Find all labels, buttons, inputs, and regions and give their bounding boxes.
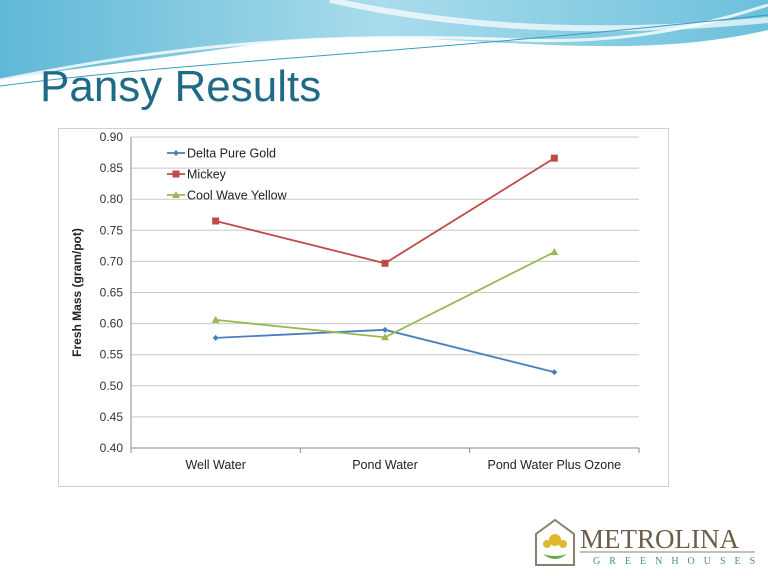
y-tick-label: 0.40 [100, 441, 124, 455]
legend-label: Cool Wave Yellow [187, 189, 288, 203]
y-tick-label: 0.90 [100, 130, 124, 144]
y-tick-label: 0.50 [100, 379, 124, 393]
y-tick-label: 0.80 [100, 192, 124, 206]
data-point [551, 369, 558, 376]
x-tick-label: Pond Water Plus Ozone [488, 458, 622, 472]
legend-marker [172, 170, 180, 178]
legend-marker [172, 191, 180, 198]
legend-label: Mickey [187, 168, 227, 182]
y-tick-label: 0.45 [100, 410, 124, 424]
line-chart: 0.40 0.45 0.50 0.55 0.60 0.65 0.70 0.75 0.80 0.85… [70, 130, 640, 472]
logo-wordmark: METROLINA [580, 524, 739, 554]
y-tick-label: 0.75 [100, 223, 124, 237]
data-point [381, 259, 389, 267]
data-point [550, 154, 558, 162]
data-point [211, 315, 220, 323]
y-tick-label: 0.60 [100, 317, 124, 331]
y-axis-label: Fresh Mass (gram/pot) [70, 228, 84, 357]
data-point [550, 248, 559, 256]
x-tick-label: Pond Water [352, 458, 418, 472]
y-tick-label: 0.85 [100, 161, 124, 175]
chart-container: 0.40 0.45 0.50 0.55 0.60 0.65 0.70 0.75 0.80 0.85… [58, 128, 669, 487]
y-tick-label: 0.65 [100, 286, 124, 300]
header-banner [0, 0, 768, 87]
y-tick-label: 0.55 [100, 348, 124, 362]
data-point [382, 326, 388, 333]
legend-label: Delta Pure Gold [187, 147, 276, 161]
metrolina-logo: METROLINA GREENHOUSES [535, 518, 758, 567]
data-point [212, 334, 219, 341]
logo-subtitle: GREENHOUSES [593, 556, 758, 567]
slide-title: Pansy Results [40, 62, 322, 111]
data-point [381, 333, 389, 341]
legend-marker [173, 150, 179, 156]
x-tick-label: Well Water [185, 458, 245, 472]
data-point [212, 217, 220, 225]
series-line-mickey [215, 157, 555, 265]
y-tick-label: 0.70 [100, 254, 124, 268]
